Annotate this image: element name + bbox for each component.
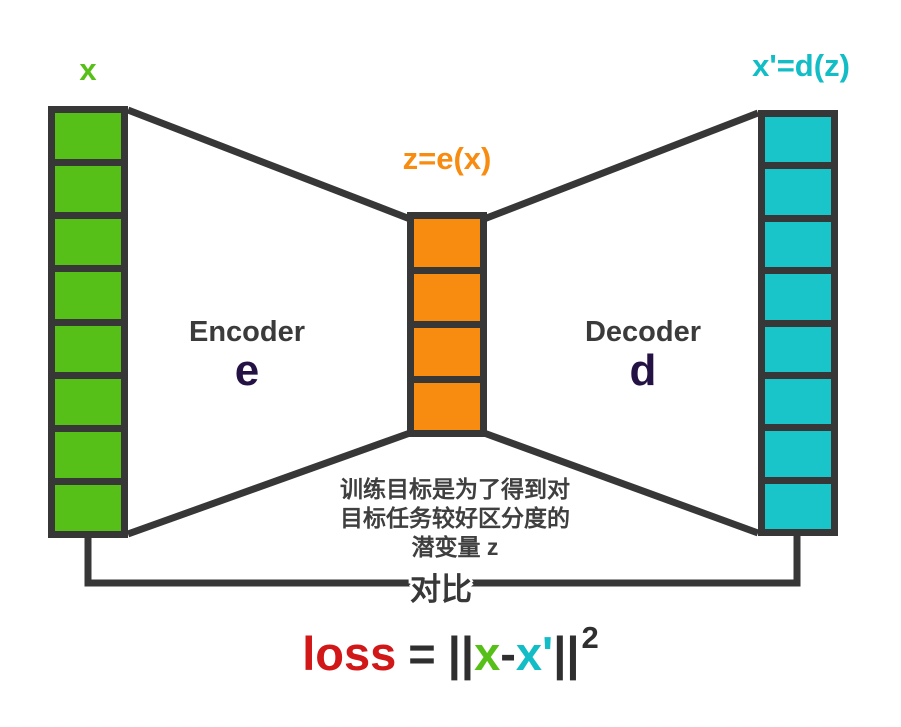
decoder-bottom-edge [482, 429, 760, 537]
encoder-title: Encoder [188, 316, 306, 348]
vector-cell [55, 484, 121, 531]
note-line-2: 目标任务较好区分度的 [340, 505, 570, 531]
vector-cell [55, 166, 121, 213]
vector-cell [414, 219, 480, 267]
formula-x: x [474, 627, 501, 680]
vector-cell [765, 431, 831, 477]
input-vector [48, 106, 128, 538]
note-line-3: 潜变量 z [411, 534, 499, 560]
encoder-symbol: e [234, 346, 260, 395]
vector-cell [765, 221, 831, 268]
vector-cell [765, 169, 831, 215]
formula-exponent: 2 [581, 620, 599, 655]
vector-cell [765, 483, 831, 529]
vector-cell [55, 325, 121, 372]
decoder-title: Decoder [584, 316, 702, 348]
loss-formula: loss = ||x-x'||2 [0, 620, 901, 681]
formula-loss: loss [302, 627, 397, 680]
formula-equals: = [408, 627, 436, 680]
vector-cell [414, 273, 480, 321]
latent-vector [407, 212, 487, 437]
formula-minus: - [500, 627, 516, 680]
vector-cell [765, 117, 831, 163]
output-label: x'=d(z) [752, 48, 850, 83]
vector-cell [55, 219, 121, 266]
formula-close-norm: || [553, 627, 580, 680]
vector-cell [55, 113, 121, 160]
vector-cell [55, 431, 121, 478]
input-label: x [79, 52, 97, 87]
compare-label: 对比 [410, 572, 472, 607]
encoder-bottom-edge [126, 429, 412, 538]
decoder-top-edge [482, 109, 760, 223]
vector-cell [765, 326, 831, 372]
vector-cell [55, 272, 121, 319]
comparison-bracket [84, 536, 801, 587]
training-objective-note: 训练目标是为了得到对 目标任务较好区分度的 潜变量 z [298, 475, 612, 562]
vector-cell [55, 378, 121, 425]
formula-x-prime: x' [515, 627, 554, 680]
vector-cell [765, 274, 831, 320]
decoder-symbol: d [629, 346, 657, 395]
formula-open-norm: || [447, 627, 475, 680]
note-line-1: 训练目标是为了得到对 [340, 476, 570, 502]
vector-cell [765, 378, 831, 425]
latent-label: z=e(x) [402, 141, 492, 176]
vector-cell [414, 382, 480, 430]
vector-cell [414, 328, 480, 376]
output-vector [758, 110, 838, 536]
encoder-top-edge [126, 106, 412, 223]
